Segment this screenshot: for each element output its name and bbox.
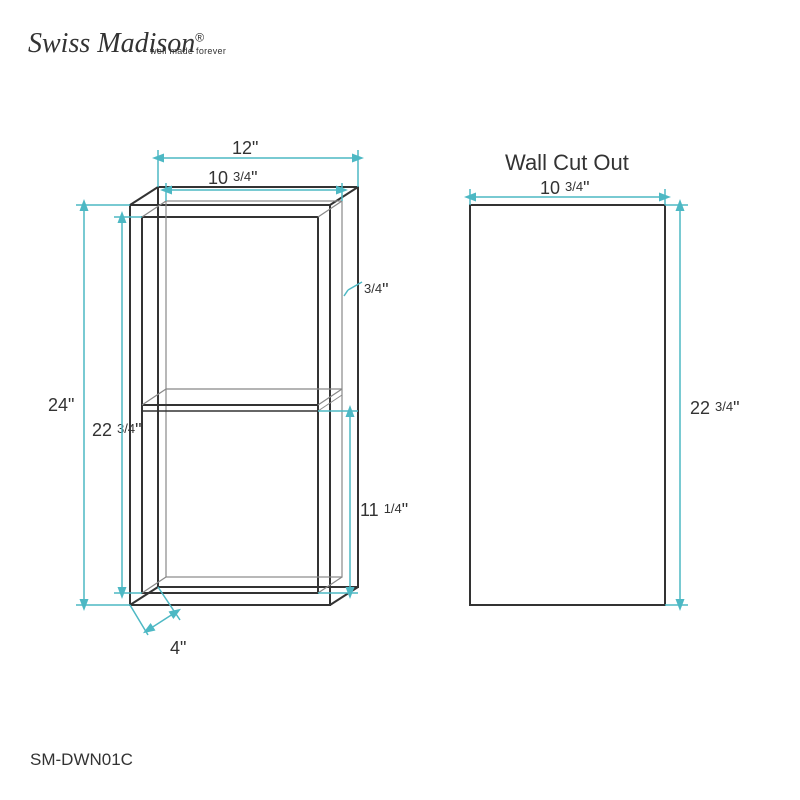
diagram-canvas [0,0,800,800]
cutout-rect [470,205,665,605]
niche-drawing [130,187,358,605]
